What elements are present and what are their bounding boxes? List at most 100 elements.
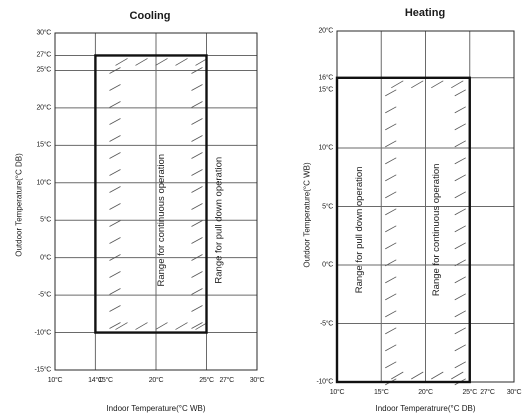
hatch-line [109,220,121,227]
cooling-x-tick-label: 20°C [148,377,164,384]
heating-range-label: Range for continuous operation [431,164,442,297]
hatch-line [109,84,121,91]
heating-y-axis-title: Outdoor Temperature(°C WB) [302,162,312,268]
hatch-line [109,118,121,125]
hatch-line [109,169,121,176]
hatch-line [191,152,203,159]
hatch-line [454,225,466,233]
hatch-line [115,322,128,330]
cooling-x-tick-label: 30°C [249,377,265,384]
hatch-line [454,191,466,199]
hatch-line [385,106,397,114]
hatch-line [191,118,203,125]
cooling-y-tick-label: 25°C [36,66,52,74]
cooling-range-label: Range for continuous operation [156,154,167,287]
hatch-line [175,58,188,66]
hatch-line [385,123,397,131]
cooling-y-tick-label: 20°C [36,104,52,112]
cooling-range-label: Range for pull down operation [214,157,225,284]
hatch-line [385,344,397,352]
cooling-plot: Range for continuous operation Range for … [54,32,258,371]
heating-y-tick-label: 15°C [318,86,334,93]
hatch-line [109,271,121,278]
hatch-line [454,344,466,352]
heating-x-tick-label: 10°C [329,389,345,396]
hatch-line [109,101,121,108]
hatch-line [454,123,466,131]
heating-y-tick-label: 5°C [322,203,333,210]
cooling-y-tick-label: 30°C [36,29,52,37]
hatch-line [385,276,397,284]
cooling-x-axis-title: Indoor Temperature(°C WB) [106,404,206,413]
heating-x-tick-label: 30°C [506,389,522,396]
hatch-line [454,106,466,114]
heating-y-tick-label: 20°C [318,27,334,35]
hatch-line [191,288,203,295]
cooling-x-tick-label: 15°C [98,377,113,384]
hatch-line [109,203,121,210]
hatch-line [191,254,203,261]
hatch-line [135,58,148,66]
hatch-line [454,242,466,250]
hatch-line [451,371,464,380]
heating-x-axis-title: Indoor Temperatrure(°C DB) [375,404,476,413]
hatch-line [454,310,466,318]
cooling-region [94,54,208,334]
hatch-line [109,237,121,244]
hatch-line [385,174,397,182]
heating-x-tick-label: 25°C [462,389,478,396]
hatch-line [385,242,397,250]
hatch-line [109,288,121,295]
cooling-y-tick-label: 15°C [36,141,52,149]
hatch-line [191,84,203,91]
cooling-y-tick-label: 5°C [40,216,51,224]
hatch-line [191,101,203,108]
hatch-line [385,89,397,97]
hatch-line [191,237,203,244]
heating-x-tick-label: 15°C [374,389,389,396]
hatch-line [109,67,121,74]
cooling-plot-frame [54,32,258,371]
hatch-line [431,80,444,89]
hatch-line [385,208,397,216]
hatch-line [454,327,466,335]
heating-x-tick-label: 27°C [480,389,495,396]
hatch-line [454,293,466,301]
hatch-line [191,186,203,193]
hatch-line [391,80,404,89]
heating-chart-title: Heating [404,7,446,19]
hatch-line [109,152,121,159]
cooling-y-axis-title: Outdoor Temperature(°C DB) [14,153,24,257]
hatch-line [135,322,148,330]
hatch-line [454,140,466,148]
hatch-line [191,135,203,142]
hatch-line [385,259,397,267]
cooling-y-tick-label: -5°C [38,291,51,299]
hatch-line [454,174,466,182]
heating-y-tick-label: 16°C [318,74,334,82]
hatch-line [385,225,397,233]
cooling-x-tick-label: 10°C [47,377,63,384]
hatch-line [109,322,121,329]
hatch-line [191,67,203,74]
hatch-line [454,361,466,369]
hatch-line [175,322,188,330]
hatch-line [454,157,466,165]
cooling-y-tick-label: -15°C [34,366,52,374]
heating-range-label: Range for pull down operation [354,167,365,294]
hatch-line [109,305,121,312]
hatch-line [385,140,397,148]
hatch-line [155,322,168,330]
hatch-line [431,371,444,380]
cooling-y-tick-label: 27°C [36,51,52,59]
heating-plot: Range for pull down operation Range for c… [335,30,515,386]
hatch-line [451,80,464,89]
hatch-line [391,371,404,380]
cooling-y-tick-label: 0°C [40,254,51,262]
hatch-line [385,157,397,165]
hatch-line [109,254,121,261]
heating-y-tick-label: -5°C [320,320,333,327]
cooling-x-tick-label: 14°C [88,377,103,384]
hatch-line [411,371,424,380]
